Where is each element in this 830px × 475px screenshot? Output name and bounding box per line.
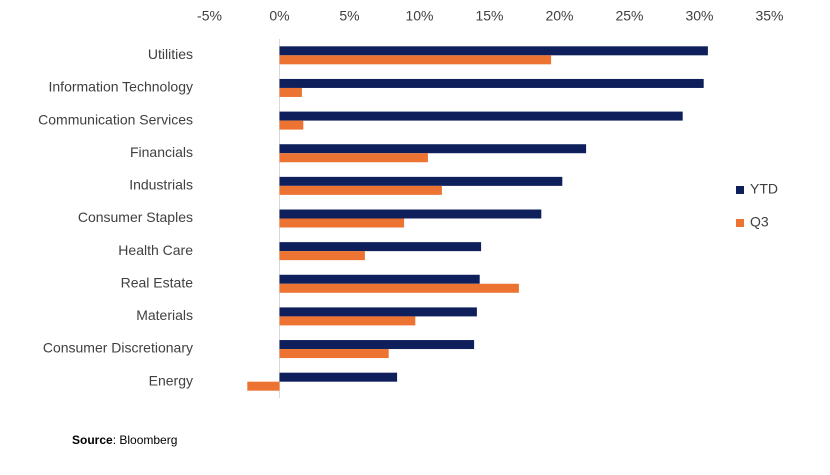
x-tick-label: 10% <box>405 8 433 24</box>
y-tick-label: Real Estate <box>121 274 194 290</box>
bar <box>279 78 704 88</box>
y-tick-label: Consumer Staples <box>78 209 193 225</box>
bar <box>279 209 542 219</box>
y-tick-label: Financials <box>130 144 193 160</box>
bar <box>279 274 480 284</box>
source-label: Source <box>72 433 113 447</box>
y-tick-label: Communication Services <box>38 111 193 127</box>
y-tick-label: Materials <box>136 307 193 323</box>
bar <box>279 111 683 121</box>
bar <box>279 120 304 130</box>
y-tick-label: Information Technology <box>49 79 194 95</box>
x-tick-label: 25% <box>615 8 643 24</box>
x-tick-label: 15% <box>475 8 503 24</box>
legend-label: Q3 <box>750 214 769 230</box>
bar <box>279 372 398 382</box>
bar <box>279 316 416 326</box>
x-tick-label: 0% <box>269 8 289 24</box>
x-tick-label: 5% <box>339 8 359 24</box>
x-tick-label: 20% <box>545 8 573 24</box>
source: Source: Bloomberg <box>72 433 177 447</box>
bar <box>279 251 365 261</box>
bar <box>279 218 405 228</box>
bar <box>279 283 519 293</box>
bar <box>279 144 587 154</box>
y-tick-label: Health Care <box>118 242 193 258</box>
legend-label: YTD <box>750 181 778 197</box>
y-tick-label: Utilities <box>148 46 193 62</box>
bar <box>279 87 302 97</box>
y-tick-label: Industrials <box>129 177 193 193</box>
x-tick-label: 35% <box>755 8 783 24</box>
bar <box>247 381 280 391</box>
y-tick-label: Energy <box>149 372 193 388</box>
bar <box>279 185 442 195</box>
y-tick-label: Consumer Discretionary <box>43 340 193 356</box>
bar <box>279 307 477 317</box>
x-tick-label: -5% <box>197 8 222 24</box>
bar <box>279 349 389 359</box>
bar <box>279 176 563 186</box>
bar <box>279 153 428 163</box>
bar <box>279 340 475 350</box>
legend-swatch <box>736 186 744 194</box>
legend-swatch <box>736 219 744 227</box>
bar <box>279 242 482 252</box>
source-text: : Bloomberg <box>113 433 178 447</box>
bar <box>279 55 552 65</box>
x-tick-label: 30% <box>685 8 713 24</box>
bar <box>279 46 708 56</box>
